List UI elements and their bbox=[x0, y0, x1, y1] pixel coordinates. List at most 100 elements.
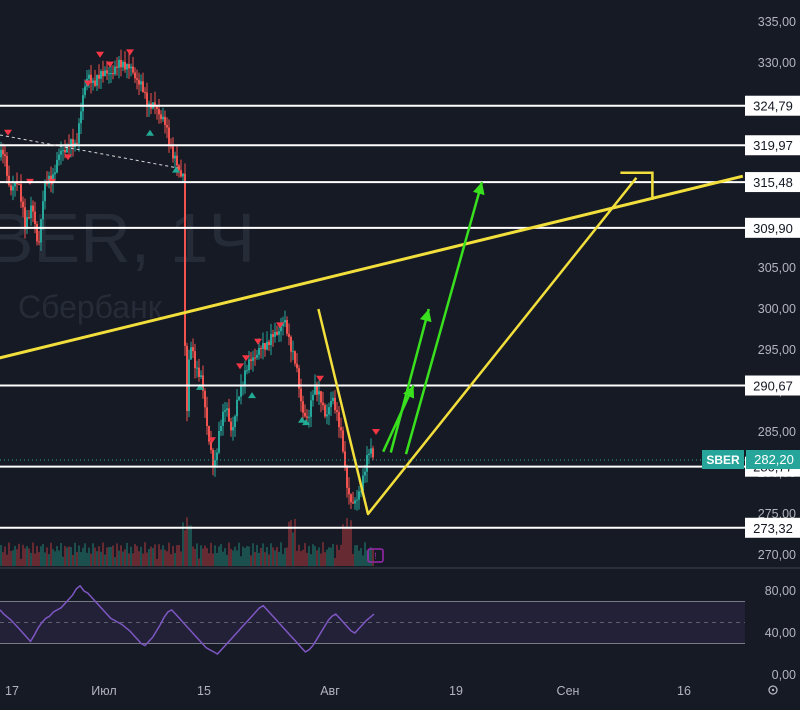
candle-body bbox=[262, 343, 264, 349]
price-tick-label: 300,00 bbox=[758, 302, 796, 316]
volume-bar bbox=[132, 553, 134, 566]
candle-body bbox=[184, 173, 186, 346]
time-tick-label: 15 bbox=[197, 684, 211, 698]
buy-signal-marker bbox=[146, 129, 154, 136]
volume-bar bbox=[184, 530, 186, 566]
volume-bar bbox=[290, 520, 292, 566]
gear-icon[interactable] bbox=[768, 685, 778, 695]
time-tick-label: 19 bbox=[449, 684, 463, 698]
volume-bar bbox=[188, 525, 190, 566]
candle-body bbox=[6, 156, 8, 176]
candle-body bbox=[232, 427, 234, 431]
volume-bar bbox=[344, 526, 346, 566]
horizontal-levels bbox=[0, 104, 745, 529]
green-arrow-head[interactable] bbox=[419, 309, 432, 323]
sell-signal-marker bbox=[276, 322, 284, 329]
candle-body bbox=[318, 391, 320, 395]
candle-body bbox=[352, 502, 354, 504]
candle-body bbox=[164, 116, 166, 126]
volume-bar bbox=[100, 551, 102, 566]
volume-bar bbox=[156, 558, 158, 566]
candle-body bbox=[32, 205, 34, 212]
candle-body bbox=[154, 102, 156, 107]
candle-body bbox=[138, 79, 140, 85]
candle-body bbox=[0, 149, 2, 158]
volume-bar bbox=[258, 552, 260, 566]
volume-bar bbox=[192, 546, 194, 566]
candle-body bbox=[296, 363, 298, 369]
volume-bar bbox=[88, 547, 90, 566]
volume-bar bbox=[214, 545, 216, 566]
volume-bar bbox=[186, 517, 188, 566]
volume-bar bbox=[26, 546, 28, 566]
volume-bar bbox=[360, 548, 362, 566]
settings-icon[interactable] bbox=[768, 685, 778, 695]
green-arrow-head[interactable] bbox=[403, 385, 415, 399]
volume-bar bbox=[276, 546, 278, 566]
time-axis[interactable]: 17 Июл 15 Авг 19 Сен 16 bbox=[5, 684, 691, 698]
candle-body bbox=[268, 341, 270, 346]
time-tick-label: Сен bbox=[557, 684, 580, 698]
green-arrows[interactable] bbox=[382, 181, 485, 455]
rsi-tick-label: 40,00 bbox=[765, 626, 796, 640]
volume-bar bbox=[32, 542, 34, 566]
candle-body bbox=[196, 367, 198, 369]
candle-body bbox=[190, 347, 192, 360]
green-arrow-shaft[interactable] bbox=[389, 308, 431, 453]
candle-body bbox=[324, 405, 326, 417]
candle-body bbox=[236, 399, 238, 417]
volume-bar bbox=[354, 545, 356, 566]
candle-body bbox=[54, 172, 56, 175]
volume-bar bbox=[254, 552, 256, 566]
rsi-line bbox=[0, 584, 375, 655]
volume-bar bbox=[286, 547, 288, 566]
candle-body bbox=[104, 70, 106, 77]
volume-bar bbox=[150, 546, 152, 566]
volume-bar bbox=[108, 546, 110, 566]
candle-body bbox=[282, 322, 284, 327]
volume-bar bbox=[264, 552, 266, 566]
candle-body bbox=[94, 80, 96, 86]
volume-bar bbox=[110, 547, 112, 566]
candle-body bbox=[26, 217, 28, 229]
candle-body bbox=[266, 341, 268, 350]
volume-bar bbox=[342, 524, 344, 566]
volume-bar bbox=[328, 547, 330, 566]
current-price-box bbox=[746, 450, 800, 469]
green-arrow-shaft[interactable] bbox=[404, 181, 484, 455]
buy-signal-marker bbox=[298, 416, 306, 423]
green-arrow-shaft[interactable] bbox=[382, 384, 415, 453]
candle-body bbox=[204, 390, 206, 408]
yellow-trendline[interactable] bbox=[0, 174, 744, 360]
candle-body bbox=[142, 81, 144, 93]
watermark-symbol: SBER, 1Ч bbox=[0, 199, 255, 277]
volume-bar bbox=[294, 518, 296, 566]
candle-body bbox=[228, 408, 230, 422]
volume-bar bbox=[54, 551, 56, 566]
volume-bar bbox=[208, 553, 210, 566]
volume-bar bbox=[92, 543, 94, 566]
candle-body bbox=[280, 326, 282, 332]
candle-body bbox=[22, 201, 24, 208]
candle-body bbox=[354, 500, 356, 504]
volume-bar bbox=[268, 554, 270, 566]
candle-body bbox=[314, 384, 316, 395]
volume-bar bbox=[72, 554, 74, 566]
candle-body bbox=[208, 426, 210, 442]
yellow-arrow-head[interactable] bbox=[620, 171, 654, 200]
candle-body bbox=[328, 407, 330, 415]
candle-body bbox=[66, 144, 68, 153]
volume-bar bbox=[128, 553, 130, 566]
green-arrow-head[interactable] bbox=[472, 181, 485, 196]
candle-body bbox=[8, 175, 10, 186]
event-icon[interactable] bbox=[367, 548, 384, 563]
volume-bar bbox=[332, 543, 334, 566]
candle-body bbox=[312, 394, 314, 401]
volume-bar bbox=[366, 550, 368, 566]
sell-signal-marker bbox=[236, 363, 244, 370]
volume-bar bbox=[180, 551, 182, 566]
yellow-projection-path[interactable] bbox=[317, 177, 638, 516]
volume-bar bbox=[348, 528, 350, 566]
